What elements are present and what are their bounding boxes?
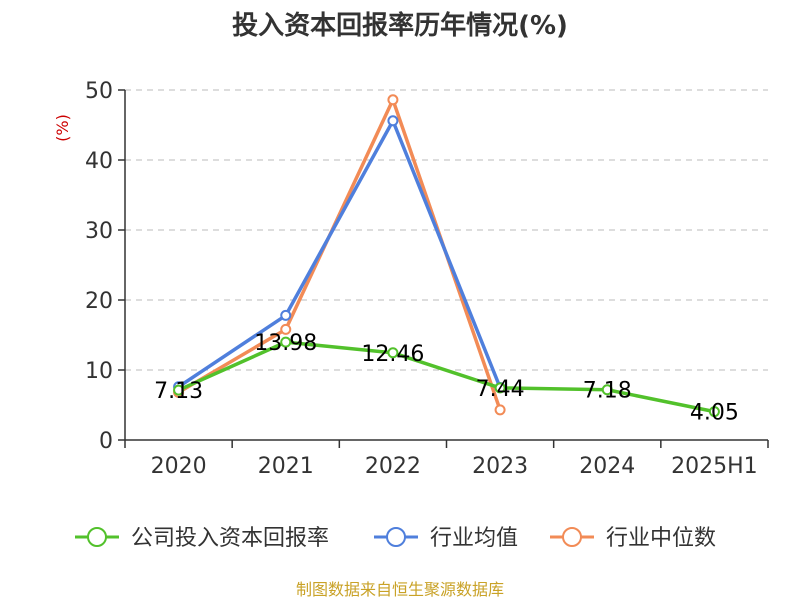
y-tick-label: 30 xyxy=(85,219,113,244)
series-line-0 xyxy=(177,340,715,414)
series-lines xyxy=(173,94,720,418)
legend-label: 行业均值 xyxy=(430,526,518,551)
data-point[interactable] xyxy=(601,384,613,396)
legend-label: 行业中位数 xyxy=(606,526,716,551)
data-label: 13.98 xyxy=(254,331,317,356)
y-tick-label: 20 xyxy=(85,289,113,314)
y-tick-label: 10 xyxy=(85,359,113,384)
data-label: 7.44 xyxy=(476,377,525,402)
data-point[interactable] xyxy=(494,404,506,416)
legend-marker xyxy=(87,527,107,547)
series-line-2 xyxy=(177,98,502,411)
legend-item-2[interactable]: 行业中位数 xyxy=(550,526,716,551)
series-line-1 xyxy=(177,119,502,389)
data-point[interactable] xyxy=(173,384,185,396)
legend-marker xyxy=(386,527,406,547)
data-label: 12.46 xyxy=(361,342,424,367)
data-point[interactable] xyxy=(280,323,292,335)
data-label: 4.05 xyxy=(690,401,739,426)
data-label: 7.13 xyxy=(154,379,203,404)
source-note: 制图数据来自恒生聚源数据库 xyxy=(296,580,504,599)
gridlines xyxy=(125,89,768,371)
x-tick-labels: 2020 2021 2022 2023 2024 2025H1 xyxy=(151,454,758,479)
x-tick-label: 2023 xyxy=(472,454,528,479)
data-point[interactable] xyxy=(280,309,292,321)
legend-item-0[interactable]: 公司投入资本回报率 xyxy=(75,526,329,551)
data-point[interactable] xyxy=(387,94,399,106)
data-point[interactable] xyxy=(494,382,506,394)
legend-item-1[interactable]: 行业均值 xyxy=(374,526,518,551)
y-tick-label: 40 xyxy=(85,149,113,174)
x-tick-label: 2022 xyxy=(365,454,421,479)
data-point[interactable] xyxy=(708,406,720,418)
x-tick-label: 2020 xyxy=(151,454,207,479)
data-point[interactable] xyxy=(387,115,399,127)
axes xyxy=(118,89,769,448)
legend-marker xyxy=(562,527,582,547)
y-tick-label: 50 xyxy=(85,79,113,104)
y-tick-label: 0 xyxy=(99,429,113,454)
y-tick-labels: 0 10 20 30 40 50 xyxy=(85,79,113,454)
x-tick-label: 2025H1 xyxy=(671,454,758,479)
y-axis-label: (%) xyxy=(53,114,72,142)
data-point[interactable] xyxy=(387,347,399,359)
data-point[interactable] xyxy=(280,336,292,348)
x-tick-label: 2021 xyxy=(258,454,314,479)
x-tick-label: 2024 xyxy=(579,454,635,479)
legend-label: 公司投入资本回报率 xyxy=(131,526,329,551)
data-labels: 7.13 13.98 12.46 7.44 7.18 4.05 xyxy=(154,331,739,426)
chart-title: 投入资本回报率历年情况(%) xyxy=(232,10,568,41)
legend[interactable]: 公司投入资本回报率 行业均值 行业中位数 xyxy=(75,526,716,551)
data-label: 7.18 xyxy=(583,379,632,404)
